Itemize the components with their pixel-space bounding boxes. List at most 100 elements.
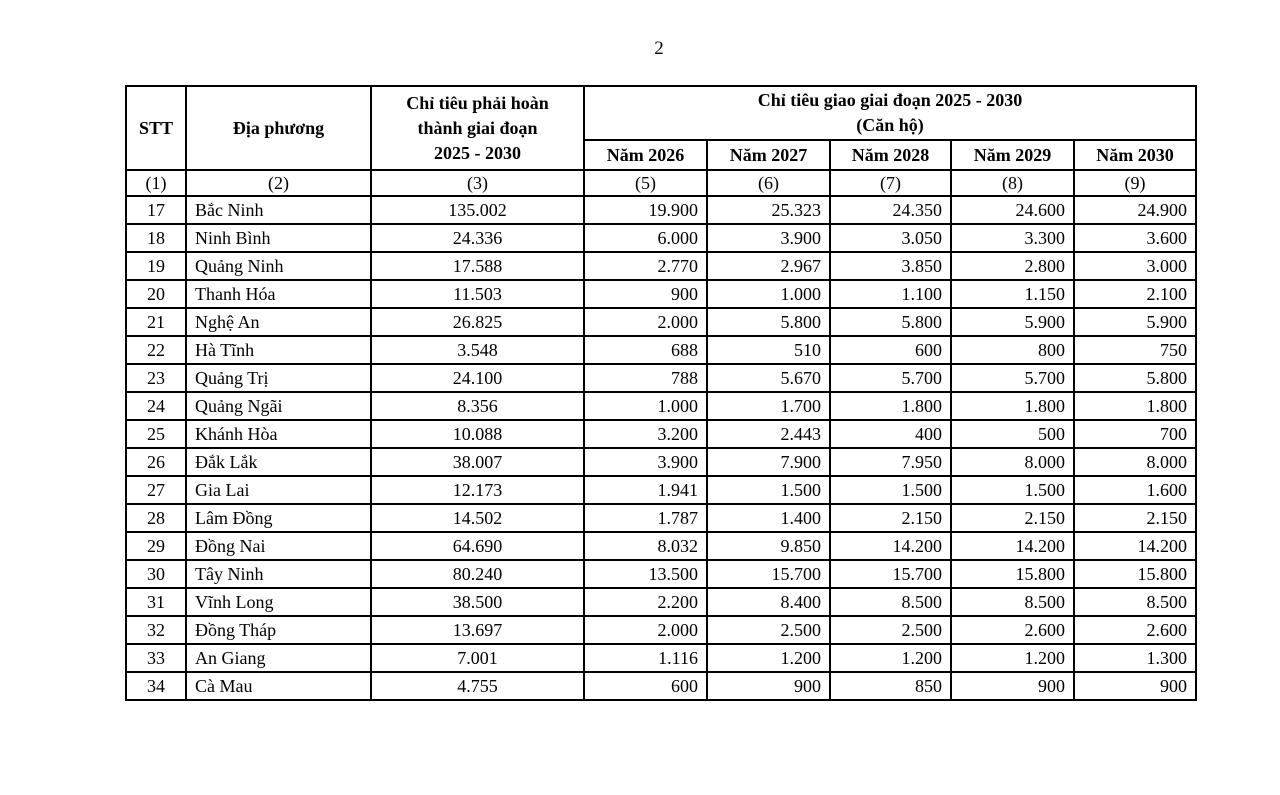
cell-locality: Đắk Lắk xyxy=(185,447,372,477)
header-year-2029: Năm 2029 xyxy=(950,139,1075,171)
cell-year-value: 3.600 xyxy=(1072,223,1198,253)
cell-target-total: 135.002 xyxy=(370,195,585,225)
cell-target-total: 7.001 xyxy=(370,643,585,673)
cell-year-value: 2.000 xyxy=(583,615,708,645)
cell-target-total: 17.588 xyxy=(370,251,585,281)
cell-stt: 24 xyxy=(125,391,187,421)
header-stt: STT xyxy=(125,85,187,171)
header-year-2026: Năm 2026 xyxy=(583,139,708,171)
cell-year-value: 8.500 xyxy=(1072,587,1198,617)
cell-locality: Cà Mau xyxy=(185,671,372,701)
cell-target-total: 4.755 xyxy=(370,671,585,701)
table-row: 19 Quảng Ninh 17.588 2.770 2.967 3.850 2.800 3.… xyxy=(125,251,1198,281)
cell-year-value: 2.600 xyxy=(950,615,1075,645)
cell-target-total: 8.356 xyxy=(370,391,585,421)
cell-year-value: 1.150 xyxy=(950,279,1075,309)
cell-year-value: 900 xyxy=(583,279,708,309)
cell-year-value: 5.900 xyxy=(950,307,1075,337)
header-row-indices: (1) (2) (3) (5) (6) (7) (8) (9) xyxy=(125,169,1198,197)
cell-year-value: 8.032 xyxy=(583,531,708,561)
cell-target-total: 24.336 xyxy=(370,223,585,253)
cell-stt: 26 xyxy=(125,447,187,477)
table-row: 21 Nghệ An 26.825 2.000 5.800 5.800 5.900 5.900 xyxy=(125,307,1198,337)
cell-year-value: 3.900 xyxy=(706,223,831,253)
cell-year-value: 8.400 xyxy=(706,587,831,617)
cell-target-total: 24.100 xyxy=(370,363,585,393)
cell-year-value: 2.500 xyxy=(829,615,952,645)
cell-year-value: 1.300 xyxy=(1072,643,1198,673)
allocation-table: STT Địa phương Chỉ tiêu phải hoàn thành … xyxy=(125,85,1198,701)
cell-target-total: 38.500 xyxy=(370,587,585,617)
cell-stt: 20 xyxy=(125,279,187,309)
cell-stt: 22 xyxy=(125,335,187,365)
cell-stt: 19 xyxy=(125,251,187,281)
cell-year-value: 2.150 xyxy=(950,503,1075,533)
cell-locality: Nghệ An xyxy=(185,307,372,337)
cell-target-total: 38.007 xyxy=(370,447,585,477)
cell-year-value: 600 xyxy=(829,335,952,365)
cell-locality: Gia Lai xyxy=(185,475,372,505)
cell-stt: 18 xyxy=(125,223,187,253)
cell-year-value: 15.800 xyxy=(950,559,1075,589)
cell-year-value: 2.150 xyxy=(1072,503,1198,533)
cell-year-value: 800 xyxy=(950,335,1075,365)
cell-year-value: 3.000 xyxy=(1072,251,1198,281)
cell-target-total: 3.548 xyxy=(370,335,585,365)
table-row: 34 Cà Mau 4.755 600 900 850 900 900 xyxy=(125,671,1198,701)
cell-year-value: 8.500 xyxy=(829,587,952,617)
table-row: 29 Đồng Nai 64.690 8.032 9.850 14.200 14.200 14… xyxy=(125,531,1198,561)
cell-stt: 28 xyxy=(125,503,187,533)
column-index: (5) xyxy=(583,169,708,197)
cell-year-value: 1.400 xyxy=(706,503,831,533)
cell-stt: 27 xyxy=(125,475,187,505)
table-row: 28 Lâm Đồng 14.502 1.787 1.400 2.150 2.150 2.15… xyxy=(125,503,1198,533)
cell-locality: Hà Tĩnh xyxy=(185,335,372,365)
header-row-main: STT Địa phương Chỉ tiêu phải hoàn thành … xyxy=(125,85,1198,171)
cell-year-value: 2.150 xyxy=(829,503,952,533)
table-row: 20 Thanh Hóa 11.503 900 1.000 1.100 1.150 2.100 xyxy=(125,279,1198,309)
cell-stt: 31 xyxy=(125,587,187,617)
cell-year-value: 2.200 xyxy=(583,587,708,617)
table-row: 26 Đắk Lắk 38.007 3.900 7.900 7.950 8.000 8.000 xyxy=(125,447,1198,477)
header-target-total: Chỉ tiêu phải hoàn thành giai đoạn 2025 … xyxy=(370,85,585,171)
cell-year-value: 5.800 xyxy=(1072,363,1198,393)
cell-year-value: 3.850 xyxy=(829,251,952,281)
cell-locality: Quảng Trị xyxy=(185,363,372,393)
cell-locality: Vĩnh Long xyxy=(185,587,372,617)
cell-year-value: 2.000 xyxy=(583,307,708,337)
cell-target-total: 10.088 xyxy=(370,419,585,449)
cell-locality: Quảng Ngãi xyxy=(185,391,372,421)
cell-year-value: 700 xyxy=(1072,419,1198,449)
cell-year-value: 15.700 xyxy=(829,559,952,589)
cell-locality: Đồng Tháp xyxy=(185,615,372,645)
cell-year-value: 1.787 xyxy=(583,503,708,533)
cell-year-value: 7.900 xyxy=(706,447,831,477)
table-row: 32 Đồng Tháp 13.697 2.000 2.500 2.500 2.600 2.6… xyxy=(125,615,1198,645)
cell-year-value: 900 xyxy=(706,671,831,701)
cell-stt: 29 xyxy=(125,531,187,561)
cell-locality: Ninh Bình xyxy=(185,223,372,253)
cell-year-value: 510 xyxy=(706,335,831,365)
cell-year-value: 3.200 xyxy=(583,419,708,449)
cell-year-value: 2.600 xyxy=(1072,615,1198,645)
cell-year-value: 900 xyxy=(1072,671,1198,701)
cell-target-total: 64.690 xyxy=(370,531,585,561)
column-index: (7) xyxy=(829,169,952,197)
cell-locality: Tây Ninh xyxy=(185,559,372,589)
table-body: 17 Bắc Ninh 135.002 19.900 25.323 24.350 24.60… xyxy=(125,195,1198,701)
table-row: 27 Gia Lai 12.173 1.941 1.500 1.500 1.500 1.600 xyxy=(125,475,1198,505)
cell-year-value: 1.941 xyxy=(583,475,708,505)
cell-year-value: 8.000 xyxy=(950,447,1075,477)
header-year-2027: Năm 2027 xyxy=(706,139,831,171)
cell-year-value: 600 xyxy=(583,671,708,701)
cell-year-value: 1.000 xyxy=(583,391,708,421)
table-row: 30 Tây Ninh 80.240 13.500 15.700 15.700 15.800… xyxy=(125,559,1198,589)
cell-year-value: 1.800 xyxy=(829,391,952,421)
column-index: (6) xyxy=(706,169,831,197)
cell-year-value: 3.300 xyxy=(950,223,1075,253)
cell-year-value: 1.200 xyxy=(950,643,1075,673)
header-year-2030: Năm 2030 xyxy=(1072,139,1198,171)
cell-year-value: 7.950 xyxy=(829,447,952,477)
cell-locality: Bắc Ninh xyxy=(185,195,372,225)
cell-year-value: 1.500 xyxy=(706,475,831,505)
